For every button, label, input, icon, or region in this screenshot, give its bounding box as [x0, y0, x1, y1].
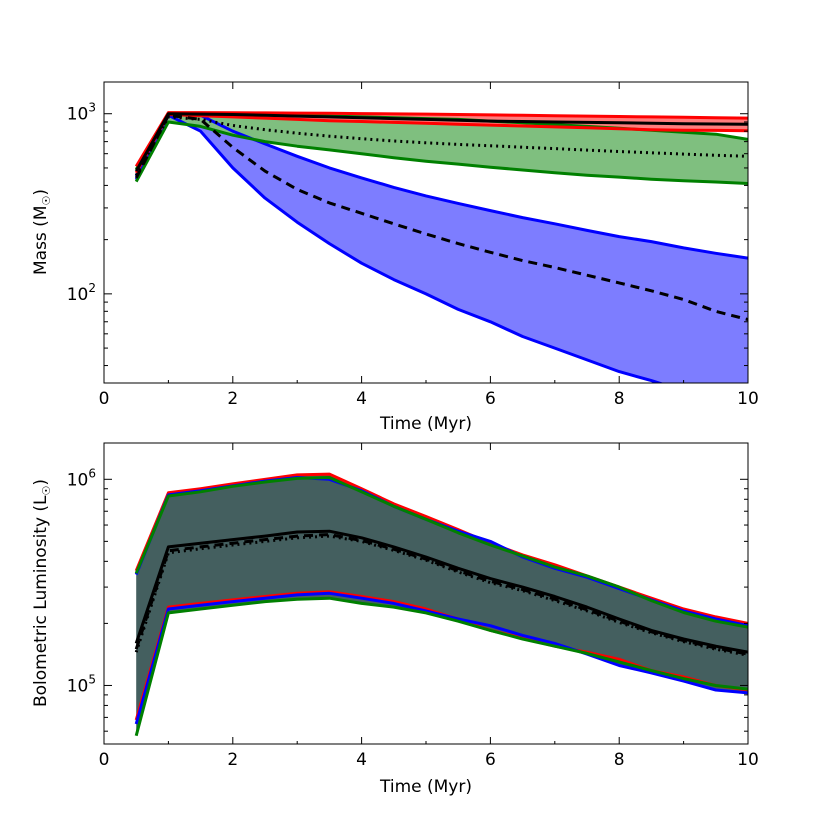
mass-xtick-label: 0 [99, 389, 110, 409]
median-line-black-dashed [134, 113, 748, 322]
median-line-black-dashed [134, 533, 748, 656]
band-fill-green [136, 112, 748, 184]
band-upper-line-red [134, 111, 748, 168]
mass-x-axis-label: Time (Myr) [379, 414, 472, 434]
median-line-black-solid [134, 112, 748, 172]
band-lower-line-blue [134, 113, 665, 383]
luminosity-ytick-label: 105 [67, 672, 96, 696]
envelope-fill [136, 474, 748, 736]
series-line-red-upper [134, 472, 748, 625]
series-line-green-upper [134, 476, 748, 629]
band-upper-line-blue [134, 112, 748, 260]
series-line-blue-lower [134, 591, 748, 725]
luminosity-xtick-label: 4 [356, 750, 367, 770]
band-lower-line-red [134, 113, 748, 174]
mass-panel: 0 2 4 6 8 10 102 103 Time (Myr) Mass (M☉) [31, 81, 759, 434]
luminosity-panel: 0 2 4 6 8 10 105 106 Time (Myr) Bolometric Lumi… [31, 442, 759, 797]
luminosity-xtick-label: 2 [227, 750, 238, 770]
luminosity-ytick-label: 106 [67, 466, 96, 490]
luminosity-xtick-label: 8 [614, 750, 625, 770]
mass-xtick-label: 6 [485, 389, 496, 409]
luminosity-y-axis-label: Bolometric Luminosity (L☉) [31, 479, 53, 707]
mass-y-axis-label: Mass (M☉) [31, 189, 53, 275]
mass-ytick-label: 102 [67, 281, 96, 305]
mass-ytick-label: 103 [67, 101, 96, 125]
luminosity-xtick-label: 0 [99, 750, 110, 770]
luminosity-xtick-label: 6 [485, 750, 496, 770]
mass-xtick-label: 4 [356, 389, 367, 409]
band-lower-line-green [134, 120, 748, 185]
mass-xtick-label: 10 [737, 389, 759, 409]
median-line-black-solid [134, 529, 748, 654]
median-line-black-dotted [134, 534, 748, 657]
luminosity-xtick-label: 10 [737, 750, 759, 770]
band-fill-blue [136, 113, 748, 383]
median-line-black-dotted [134, 115, 748, 177]
series-line-green-lower [134, 596, 748, 737]
mass-xtick-label: 2 [227, 389, 238, 409]
mass-xtick-label: 8 [614, 389, 625, 409]
luminosity-x-axis-label: Time (Myr) [379, 777, 472, 797]
